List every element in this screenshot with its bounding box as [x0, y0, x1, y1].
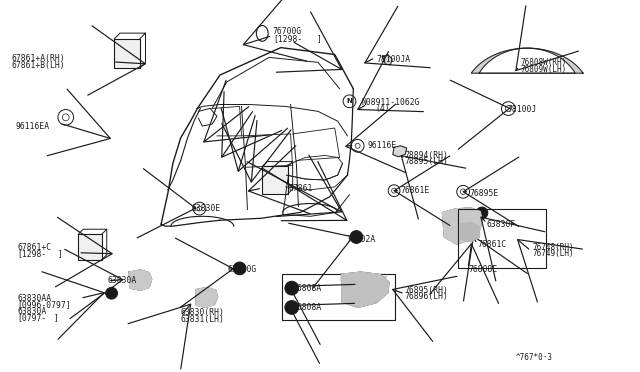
- Text: 67861+A(RH): 67861+A(RH): [11, 54, 65, 63]
- Text: 63830F: 63830F: [487, 220, 516, 229]
- Text: 76700G: 76700G: [273, 28, 302, 36]
- Circle shape: [476, 207, 488, 219]
- Text: N08911-1062G: N08911-1062G: [362, 97, 420, 106]
- Text: N: N: [347, 98, 353, 104]
- Text: [1298-: [1298-: [17, 249, 47, 258]
- Polygon shape: [383, 55, 392, 65]
- Text: 63830A: 63830A: [17, 307, 47, 316]
- Bar: [282, 273, 396, 320]
- Circle shape: [350, 231, 363, 243]
- Text: 63830E: 63830E: [191, 205, 221, 214]
- Text: 76808A: 76808A: [292, 283, 322, 293]
- Text: 63830A: 63830A: [108, 276, 137, 285]
- Text: 63831(LH): 63831(LH): [180, 315, 225, 324]
- Polygon shape: [442, 208, 482, 244]
- Text: 76809W(LH): 76809W(LH): [521, 65, 567, 74]
- Text: (4): (4): [375, 104, 390, 113]
- Polygon shape: [129, 270, 152, 290]
- Text: 78895(LH): 78895(LH): [404, 157, 449, 166]
- Polygon shape: [341, 272, 389, 307]
- Text: 96116E: 96116E: [367, 141, 396, 150]
- Text: 76895(RH): 76895(RH): [404, 286, 449, 295]
- Text: 76861C: 76861C: [477, 240, 506, 249]
- Text: ]: ]: [53, 314, 58, 323]
- Circle shape: [106, 287, 118, 299]
- Text: 78100JA: 78100JA: [376, 55, 411, 64]
- Circle shape: [285, 301, 299, 314]
- Text: 67861+B(LH): 67861+B(LH): [11, 61, 65, 70]
- Polygon shape: [393, 146, 406, 157]
- Circle shape: [233, 262, 246, 275]
- Text: 76808E: 76808E: [468, 265, 497, 275]
- Text: [1298-: [1298-: [273, 34, 302, 43]
- Text: 78894(RH): 78894(RH): [404, 151, 449, 160]
- Text: 76895E: 76895E: [469, 189, 499, 198]
- Text: 63830G: 63830G: [227, 265, 257, 275]
- Text: 76808A: 76808A: [292, 303, 322, 312]
- Bar: [78, 234, 102, 260]
- Text: 63830AA: 63830AA: [17, 294, 52, 303]
- Polygon shape: [196, 288, 218, 307]
- Text: ]: ]: [58, 249, 63, 258]
- Text: [0797-: [0797-: [17, 314, 47, 323]
- Text: [0996-0797]: [0996-0797]: [17, 301, 71, 310]
- Circle shape: [285, 281, 299, 295]
- Text: 76749(LH): 76749(LH): [532, 249, 574, 258]
- Bar: [114, 39, 140, 68]
- Text: 76896(LH): 76896(LH): [404, 292, 449, 301]
- Text: ^767*0·3: ^767*0·3: [516, 353, 553, 362]
- Text: 67861+C: 67861+C: [17, 243, 52, 252]
- Text: 76861E: 76861E: [401, 186, 429, 195]
- Text: 63830(RH): 63830(RH): [180, 308, 225, 317]
- Text: 78100J: 78100J: [507, 105, 536, 114]
- Text: 76802A: 76802A: [346, 235, 376, 244]
- Polygon shape: [461, 222, 479, 242]
- Text: 76808W(RH): 76808W(RH): [521, 58, 567, 67]
- Bar: [458, 209, 546, 269]
- Text: 76748(RH): 76748(RH): [532, 243, 574, 252]
- Text: 96116EA: 96116EA: [15, 122, 50, 131]
- Polygon shape: [471, 48, 583, 73]
- Text: 67861: 67861: [289, 184, 313, 193]
- Bar: [262, 167, 288, 194]
- Text: ]: ]: [317, 34, 322, 43]
